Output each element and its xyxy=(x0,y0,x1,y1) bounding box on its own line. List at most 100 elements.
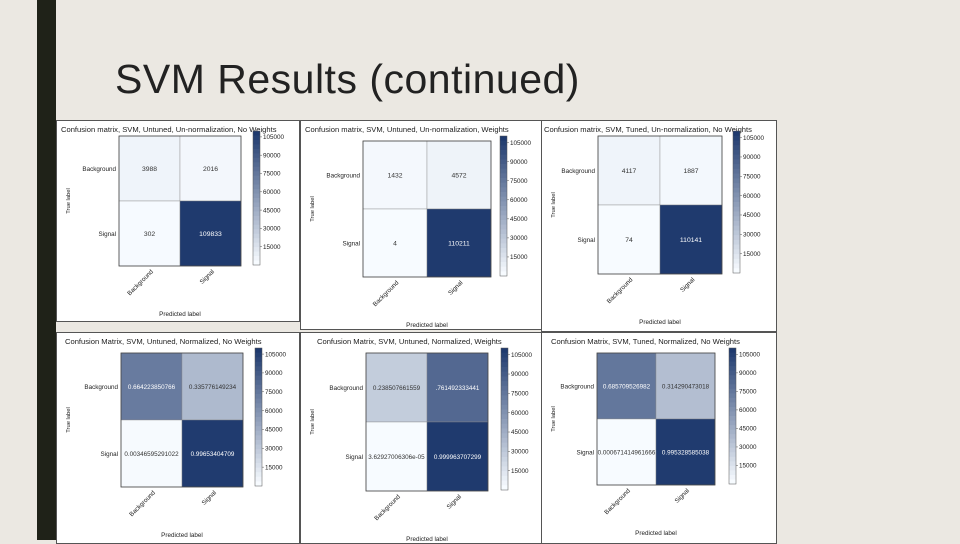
colorbar-segment xyxy=(253,224,260,230)
colorbar-segment xyxy=(255,352,262,358)
colorbar-segment xyxy=(253,202,260,208)
y-axis-label: True label xyxy=(310,196,316,222)
chart-title: Confusion Matrix, SVM, Untuned, Normaliz… xyxy=(317,337,502,346)
y-axis-label: True label xyxy=(66,188,72,214)
colorbar-segment xyxy=(733,192,740,198)
colorbar-segment xyxy=(733,206,740,213)
colorbar-segment xyxy=(253,193,260,199)
colorbar-segment xyxy=(253,157,260,163)
colorbar-segment xyxy=(255,394,262,400)
colorbar-tick-label: 105000 xyxy=(743,135,765,142)
colorbar-segment xyxy=(733,239,740,246)
colorbar-segment xyxy=(501,409,508,415)
matrix-frame xyxy=(120,352,244,488)
colorbar-segment xyxy=(501,475,508,482)
colorbar-tick-label: 75000 xyxy=(743,174,761,181)
matrix-frame xyxy=(597,135,723,275)
row-label-background: Background xyxy=(82,166,116,173)
col-label-signal: Signal xyxy=(447,279,464,296)
colorbar-segment xyxy=(253,256,260,262)
colorbar-segment xyxy=(501,357,508,363)
colorbar-tick-label: 15000 xyxy=(739,463,757,470)
colorbar-segment xyxy=(501,419,508,425)
colorbar-segment xyxy=(255,398,262,404)
chart-title: Confusion matrix, SVM, Untuned, Un-norma… xyxy=(61,125,277,134)
cell-value: 4572 xyxy=(451,173,466,180)
colorbar-segment xyxy=(253,131,260,137)
colorbar-segment xyxy=(255,403,262,409)
colorbar-tick-label: 75000 xyxy=(265,389,283,396)
x-axis-label: Predicted label xyxy=(159,311,201,318)
col-label-background: Background xyxy=(373,493,402,522)
chart-title: Confusion matrix, SVM, Untuned, Un-norma… xyxy=(305,125,509,134)
colorbar-segment xyxy=(253,184,260,190)
colorbar-segment xyxy=(255,421,262,427)
colorbar-tick-label: 15000 xyxy=(265,464,283,471)
colorbar-segment xyxy=(733,263,740,269)
colorbar-segment xyxy=(501,371,508,377)
colorbar-segment xyxy=(729,438,736,444)
colorbar-segment xyxy=(500,262,507,268)
cell-signal-background xyxy=(596,418,657,486)
colorbar-segment xyxy=(733,164,740,170)
colorbar-segment xyxy=(729,388,736,394)
colorbar-segment xyxy=(729,461,736,467)
x-axis-label: Predicted label xyxy=(161,532,203,539)
colorbar-segment xyxy=(500,192,507,198)
colorbar-frame xyxy=(500,347,509,491)
colorbar-segment xyxy=(253,139,260,145)
colorbar-frame xyxy=(254,347,263,487)
confusion-matrix-panel-2: Confusion matrix, SVM, Untuned, Un-norma… xyxy=(300,120,542,330)
colorbar-segment xyxy=(253,247,260,253)
colorbar-segment xyxy=(729,447,736,453)
colorbar-segment xyxy=(501,461,508,467)
colorbar-segment xyxy=(733,225,740,231)
confusion-matrix-panel-3: Confusion matrix, SVM, Tuned, Un-normali… xyxy=(541,120,777,332)
row-label-background: Background xyxy=(84,384,118,391)
colorbar-tick-label: 75000 xyxy=(510,178,528,185)
cell-value: 0.00346595291022 xyxy=(124,451,179,458)
row-label-signal: Signal xyxy=(577,237,595,244)
x-axis-label: Predicted label xyxy=(635,530,677,537)
colorbar-segment xyxy=(500,234,507,240)
cell-background-background xyxy=(365,352,428,423)
cell-signal-signal xyxy=(655,418,716,486)
cell-background-signal xyxy=(181,352,244,421)
colorbar-segment xyxy=(733,135,740,142)
colorbar-segment xyxy=(500,210,507,216)
colorbar-segment xyxy=(501,352,508,359)
colorbar-segment xyxy=(729,406,736,413)
colorbar-tick-label: 90000 xyxy=(265,370,283,377)
matrix-frame xyxy=(596,352,716,486)
colorbar-segment xyxy=(500,168,507,174)
colorbar-segment xyxy=(729,357,736,363)
colorbar-tick-label: 15000 xyxy=(511,468,529,475)
cell-value: 2016 xyxy=(203,166,218,173)
cell-background-signal xyxy=(655,352,716,420)
colorbar-segment xyxy=(500,154,507,160)
colorbar-segment xyxy=(501,428,508,434)
colorbar-frame xyxy=(728,347,737,485)
colorbar-segment xyxy=(501,437,508,444)
colorbar-segment xyxy=(255,449,262,455)
colorbar-segment xyxy=(501,414,508,420)
cell-signal-signal xyxy=(426,208,492,278)
cell-signal-signal xyxy=(179,200,242,267)
colorbar-segment xyxy=(729,425,736,431)
col-label-signal: Signal xyxy=(446,493,463,510)
cell-background-signal xyxy=(426,140,492,210)
matrix-frame xyxy=(365,352,489,492)
colorbar-segment xyxy=(255,348,262,354)
colorbar-tick-label: 45000 xyxy=(739,426,757,433)
colorbar-tick-label: 45000 xyxy=(510,216,528,223)
colorbar-segment xyxy=(255,426,262,432)
colorbar-segment xyxy=(733,268,740,274)
colorbar-segment xyxy=(500,173,507,179)
col-label-signal: Signal xyxy=(199,268,216,285)
colorbar-segment xyxy=(253,215,260,221)
cell-value: 1887 xyxy=(683,168,698,175)
colorbar-segment xyxy=(253,175,260,181)
colorbar-tick-label: 15000 xyxy=(510,254,528,261)
colorbar-segment xyxy=(501,348,508,354)
colorbar-segment xyxy=(253,229,260,235)
